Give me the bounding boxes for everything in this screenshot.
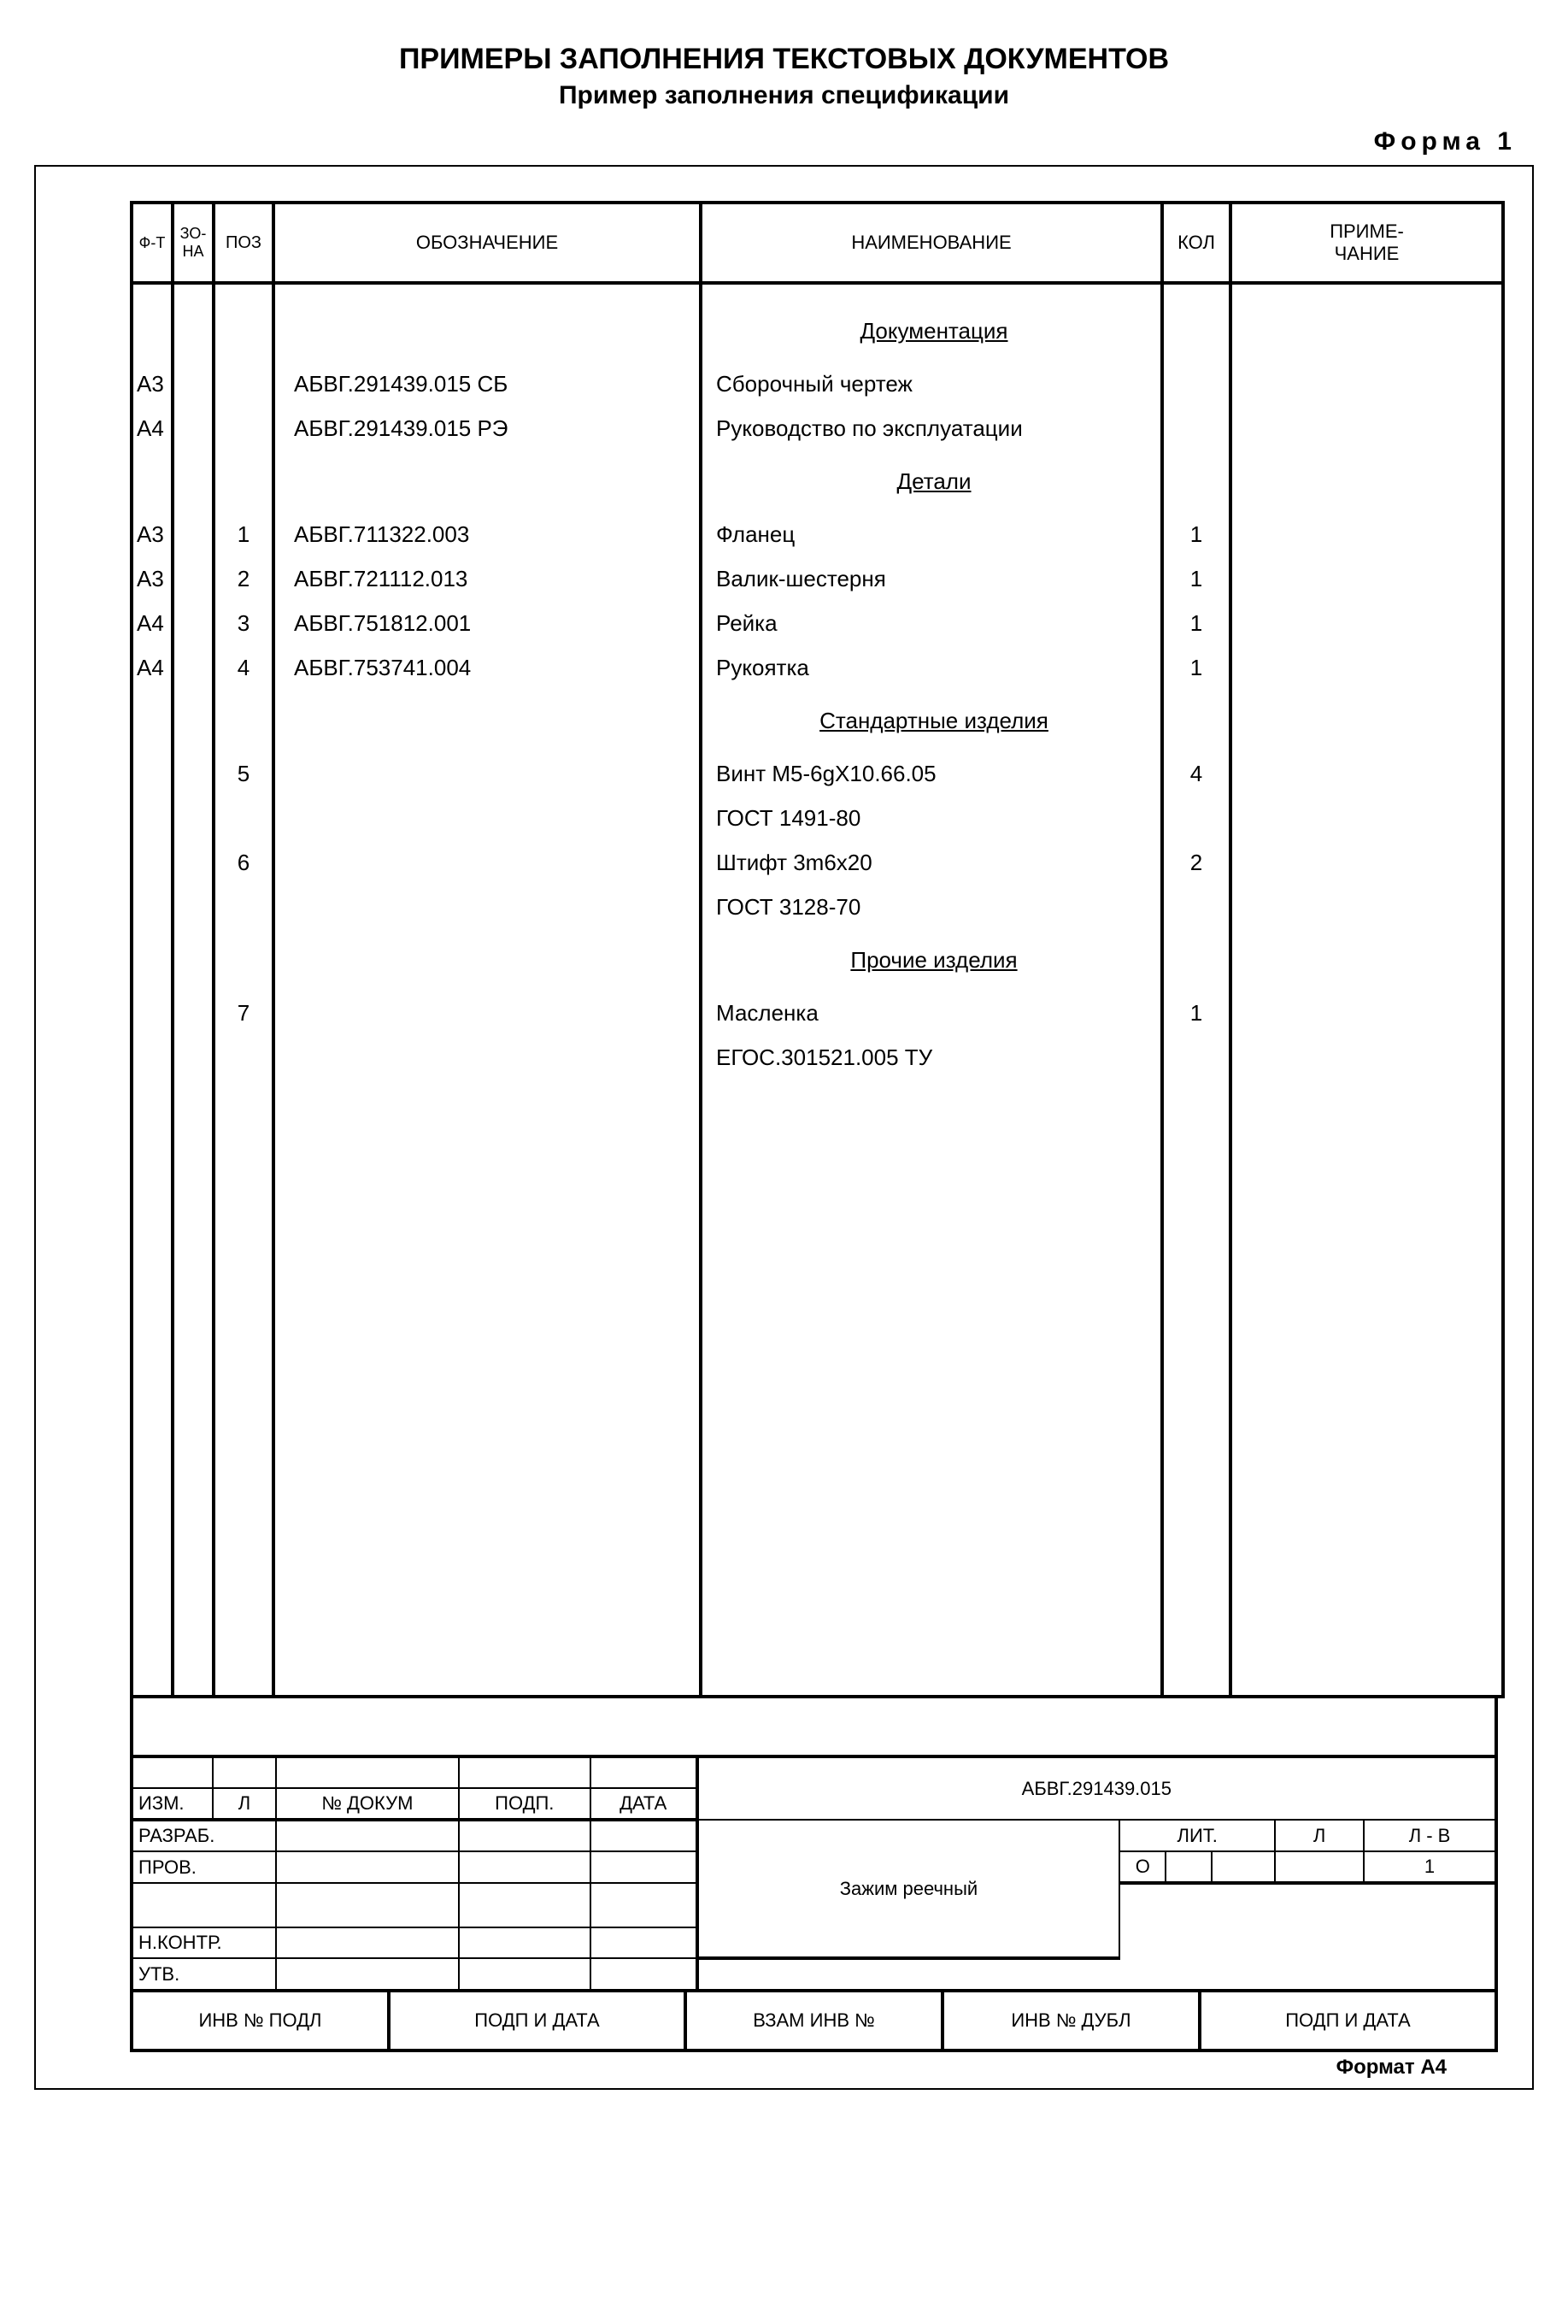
cell-naim: ЕГОС.301521.005 ТУ — [716, 1035, 1152, 1080]
body-col-ft: А3 А4 А3 А3 А4 А4 — [133, 285, 174, 1695]
inv-podl: ИНВ № ПОДЛ — [133, 1992, 391, 2049]
body-col-oboz: АБВГ.291439.015 СБ АБВГ.291439.015 РЭ АБ… — [275, 285, 702, 1695]
cell-oboz: АБВГ.291439.015 СБ — [294, 362, 690, 406]
tb-sheets-lb: Л - В — [1364, 1820, 1495, 1851]
body-col-naim: Документация Сборочный чертеж Руководств… — [702, 285, 1164, 1695]
tb-lit-val: О — [1119, 1851, 1166, 1883]
inv-dubl: ИНВ № ДУБЛ — [944, 1992, 1201, 2049]
cell-naim: Сборочный чертеж — [716, 362, 1152, 406]
tb-data: ДАТА — [590, 1788, 697, 1820]
tb-sheet-l: Л — [1275, 1820, 1364, 1851]
body-col-zona — [174, 285, 215, 1695]
cell-kol: 1 — [1172, 991, 1220, 1035]
cell-poz: 2 — [224, 556, 263, 601]
page: ПРИМЕРЫ ЗАПОЛНЕНИЯ ТЕКСТОВЫХ ДОКУМЕНТОВ … — [34, 43, 1534, 2090]
cell-ft: А4 — [137, 645, 169, 690]
cell-poz: 6 — [224, 840, 263, 885]
cell-naim: Штифт 3m6x20 — [716, 840, 1152, 885]
cell-ft: А3 — [137, 556, 169, 601]
tb-nkontr: Н.КОНТР. — [133, 1927, 276, 1958]
col-format: Ф-Т — [133, 204, 174, 281]
cell-ft: А3 — [137, 362, 169, 406]
section-documentation: Документация — [716, 300, 1152, 362]
cell-poz: 4 — [224, 645, 263, 690]
cell-ft: А4 — [137, 406, 169, 450]
cell-kol: 1 — [1172, 512, 1220, 556]
cell-naim: ГОСТ 1491-80 — [716, 796, 1152, 840]
section-standard: Стандартные изделия — [716, 690, 1152, 751]
cell-naim: Масленка — [716, 991, 1152, 1035]
cell-naim: Винт М5-6gХ10.66.05 — [716, 751, 1152, 796]
cell-oboz: АБВГ.753741.004 — [294, 645, 690, 690]
body-col-poz: 1 2 3 4 5 6 7 — [215, 285, 275, 1695]
cell-kol: 1 — [1172, 556, 1220, 601]
cell-kol: 1 — [1172, 601, 1220, 645]
cell-ft: А4 — [137, 601, 169, 645]
forma-label: Форма 1 — [34, 127, 1517, 156]
body-col-kol: 1 1 1 1 4 2 1 — [1164, 285, 1232, 1695]
cell-kol: 1 — [1172, 645, 1220, 690]
inventory-strip: ИНВ № ПОДЛ ПОДП И ДАТА ВЗАМ ИНВ № ИНВ № … — [130, 1992, 1498, 2052]
col-note: ПРИМЕ- ЧАНИЕ — [1232, 204, 1501, 281]
tb-code: АБВГ.291439.015 — [697, 1758, 1495, 1820]
cell-oboz: АБВГ.291439.015 РЭ — [294, 406, 690, 450]
tb-izm: ИЗМ. — [133, 1788, 213, 1820]
spec-body: А3 А4 А3 А3 А4 А4 1 2 — [133, 285, 1501, 1695]
tb-ndoc: № ДОКУМ — [276, 1788, 459, 1820]
cell-oboz: АБВГ.721112.013 — [294, 556, 690, 601]
doc-title-1: ПРИМЕРЫ ЗАПОЛНЕНИЯ ТЕКСТОВЫХ ДОКУМЕНТОВ — [34, 43, 1534, 76]
format-label: Формат А4 — [130, 2052, 1498, 2080]
tb-lit-label: ЛИТ. — [1119, 1820, 1275, 1851]
spec-header: Ф-Т ЗО- НА ПОЗ ОБОЗНАЧЕНИЕ НАИМЕНОВАНИЕ … — [133, 204, 1501, 285]
section-other: Прочие изделия — [716, 929, 1152, 991]
col-name: НАИМЕНОВАНИЕ — [702, 204, 1164, 281]
cell-oboz: АБВГ.751812.001 — [294, 601, 690, 645]
cell-poz: 7 — [224, 991, 263, 1035]
tb-utv: УТВ. — [133, 1958, 276, 1989]
cell-kol: 4 — [1172, 751, 1220, 796]
inv-vzam: ВЗАМ ИНВ № — [687, 1992, 944, 2049]
inv-podp-data: ПОДП И ДАТА — [391, 1992, 687, 2049]
cell-naim: Фланец — [716, 512, 1152, 556]
cell-poz: 1 — [224, 512, 263, 556]
col-zona: ЗО- НА — [174, 204, 215, 281]
cell-naim: ГОСТ 3128-70 — [716, 885, 1152, 929]
outer-frame: Ф-Т ЗО- НА ПОЗ ОБОЗНАЧЕНИЕ НАИМЕНОВАНИЕ … — [34, 165, 1534, 2090]
col-poz: ПОЗ — [215, 204, 275, 281]
cell-naim: Валик-шестерня — [716, 556, 1152, 601]
tb-l: Л — [213, 1788, 276, 1820]
inv-podp-data2: ПОДП И ДАТА — [1201, 1992, 1495, 2049]
body-col-prim — [1232, 285, 1501, 1695]
tb-podp: ПОДП. — [459, 1788, 590, 1820]
cell-kol: 2 — [1172, 840, 1220, 885]
tb-razrab: РАЗРАБ. — [133, 1820, 276, 1851]
cell-oboz: АБВГ.711322.003 — [294, 512, 690, 556]
cell-poz: 3 — [224, 601, 263, 645]
spec-table: Ф-Т ЗО- НА ПОЗ ОБОЗНАЧЕНИЕ НАИМЕНОВАНИЕ … — [130, 201, 1505, 1698]
section-details: Детали — [716, 450, 1152, 512]
cell-naim: Рейка — [716, 601, 1152, 645]
cell-ft: А3 — [137, 512, 169, 556]
tb-product-name: Зажим реечный — [697, 1820, 1120, 1958]
tb-prov: ПРОВ. — [133, 1851, 276, 1883]
title-block: АБВГ.291439.015 ИЗМ. Л № ДОКУМ ПОДП. ДАТ… — [130, 1758, 1498, 1992]
cell-naim: Руководство по эксплуатации — [716, 406, 1152, 450]
gap-strip — [130, 1698, 1498, 1758]
doc-title-2: Пример заполнения спецификации — [34, 81, 1534, 110]
col-designation: ОБОЗНАЧЕНИЕ — [275, 204, 702, 281]
cell-poz: 5 — [224, 751, 263, 796]
cell-naim: Рукоятка — [716, 645, 1152, 690]
tb-sheets-val: 1 — [1364, 1851, 1495, 1883]
col-qty: КОЛ — [1164, 204, 1232, 281]
